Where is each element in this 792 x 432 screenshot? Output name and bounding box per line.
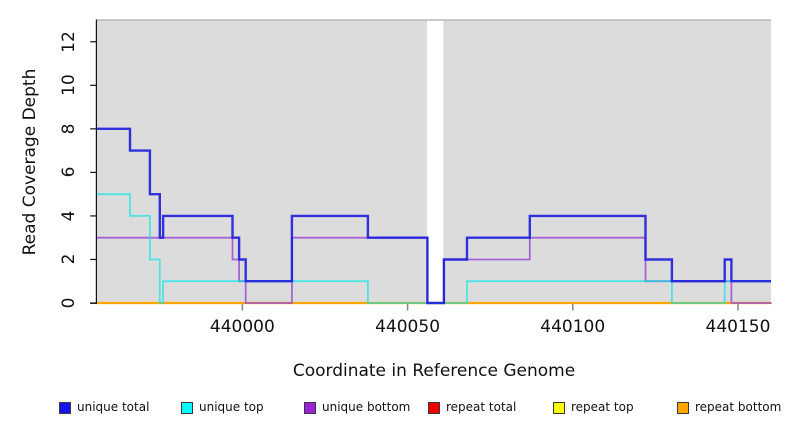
series-unique-total bbox=[97, 127, 771, 305]
x-axis-label: Coordinate in Reference Genome bbox=[292, 361, 576, 381]
y-tick-label: 12 bbox=[59, 30, 79, 53]
legend-label: repeat bottom bbox=[695, 400, 782, 414]
x-tick-label: 440000 bbox=[209, 317, 275, 337]
legend-swatch-unique-bottom bbox=[304, 402, 316, 414]
y-tick-label: 10 bbox=[59, 74, 79, 97]
legend-swatch-repeat-total bbox=[428, 402, 440, 414]
x-tick-label: 440050 bbox=[375, 317, 441, 337]
y-tick-label: 8 bbox=[59, 123, 79, 135]
legend-label: repeat total bbox=[446, 400, 517, 414]
y-tick-label: 2 bbox=[59, 254, 79, 265]
legend-label: repeat top bbox=[571, 400, 634, 414]
legend-swatch-repeat-top bbox=[553, 402, 565, 414]
y-tick-label: 6 bbox=[59, 166, 79, 178]
legend-swatch-repeat-bottom bbox=[677, 402, 689, 414]
legend-label: unique top bbox=[199, 400, 264, 414]
y-tick-label: 4 bbox=[59, 210, 79, 222]
legend-label: unique bottom bbox=[322, 400, 411, 414]
no-data-gap bbox=[427, 20, 444, 303]
x-tick-label: 440100 bbox=[540, 317, 606, 337]
legend-swatch-unique-top bbox=[181, 402, 193, 414]
legend: unique total unique top unique bottom repea… bbox=[0, 398, 792, 422]
x-tick-label: 440150 bbox=[705, 317, 771, 337]
legend-label: unique total bbox=[77, 400, 150, 414]
legend-swatch-unique-total bbox=[59, 402, 71, 414]
y-tick-label: 0 bbox=[59, 297, 79, 309]
y-axis-label: Read Coverage Depth bbox=[20, 68, 40, 256]
